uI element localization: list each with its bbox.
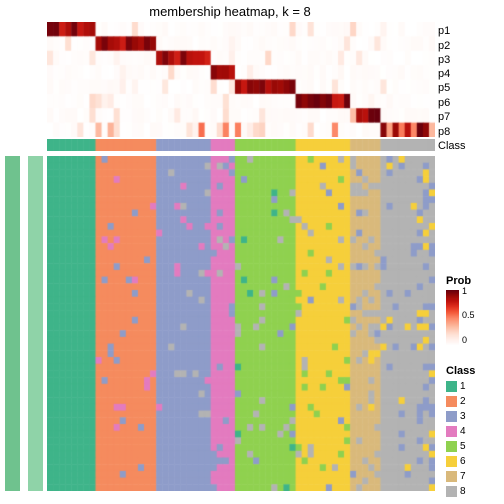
class-annotation <box>47 139 435 151</box>
legend-label: 2 <box>460 396 466 407</box>
legend-class-item: 4 <box>446 426 466 437</box>
row-label: p5 <box>438 82 450 94</box>
legend-swatch <box>446 396 457 407</box>
legend-label: 1 <box>460 381 466 392</box>
legend-swatch <box>446 456 457 467</box>
legend-label: 8 <box>460 486 466 497</box>
row-label: Class <box>438 140 466 152</box>
legend-class-item: 2 <box>446 396 466 407</box>
legend-class-item: 5 <box>446 441 466 452</box>
row-label: p8 <box>438 126 450 138</box>
legend-swatch <box>446 411 457 422</box>
legend-class-title: Class <box>446 365 475 377</box>
legend-swatch <box>446 381 457 392</box>
left-annot-outer <box>5 156 20 491</box>
prob-colorbar <box>446 290 459 345</box>
prob-heatmap <box>47 22 435 137</box>
prob-tick: 0.5 <box>462 310 475 320</box>
legend-class-item: 6 <box>446 456 466 467</box>
row-label: p2 <box>438 40 450 52</box>
row-label: p3 <box>438 54 450 66</box>
legend-label: 4 <box>460 426 466 437</box>
legend-class-item: 3 <box>446 411 466 422</box>
legend-swatch <box>446 486 457 497</box>
legend-class-item: 1 <box>446 381 466 392</box>
row-label: p7 <box>438 111 450 123</box>
legend-label: 5 <box>460 441 466 452</box>
row-label: p4 <box>438 68 450 80</box>
legend-label: 6 <box>460 456 466 467</box>
legend-label: 3 <box>460 411 466 422</box>
legend-swatch <box>446 471 457 482</box>
legend-prob-title: Prob <box>446 275 471 287</box>
prob-tick: 1 <box>462 286 467 296</box>
prob-tick: 0 <box>462 335 467 345</box>
sampling-heatmap <box>47 156 435 491</box>
legend-swatch <box>446 426 457 437</box>
legend-swatch <box>446 441 457 452</box>
legend-class-item: 7 <box>446 471 466 482</box>
legend-class-item: 8 <box>446 486 466 497</box>
row-label: p1 <box>438 25 450 37</box>
left-annot-inner <box>28 156 43 491</box>
chart-title: membership heatmap, k = 8 <box>130 4 330 19</box>
legend-label: 7 <box>460 471 466 482</box>
row-label: p6 <box>438 97 450 109</box>
